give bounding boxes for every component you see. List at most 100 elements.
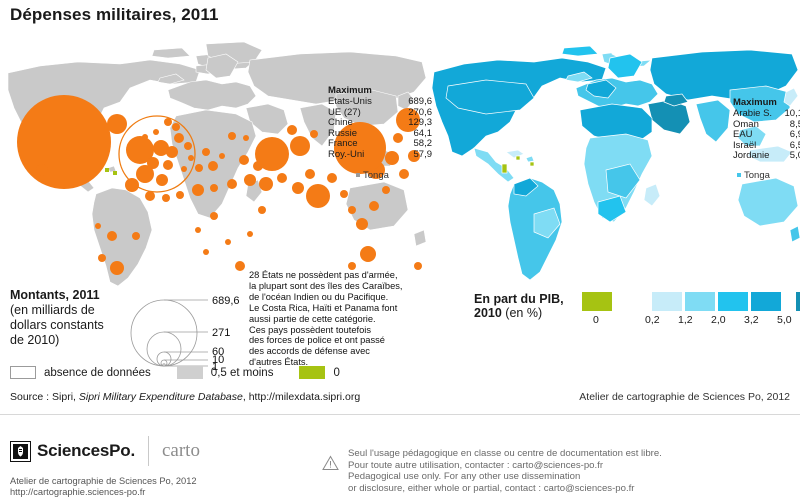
disclaimer-line: Seul l'usage pédagogique en classe ou ce…: [348, 448, 662, 459]
ramp-swatch-3: [718, 292, 748, 311]
tonga-marker-icon: [737, 173, 741, 178]
footer: SciencesPo. carto Atelier de cartographi…: [0, 418, 800, 501]
circle-legend-value: 271: [212, 327, 230, 339]
disclaimer-line: Pedagogical use only. For any other use …: [348, 471, 581, 483]
circle-legend-value: 689,6: [212, 295, 240, 307]
ramp-swatch-2: [685, 292, 715, 311]
ramp-label: 1,2: [678, 314, 693, 326]
note-line: Le Costa Rica, Haïti et Panama font: [249, 302, 398, 313]
ramp-label: 2,0: [711, 314, 726, 326]
note-line: aussi partie de cette catégorie.: [249, 313, 376, 324]
legend-key-label: 0,5 et moins: [210, 366, 274, 379]
ramp-label: 0: [593, 314, 599, 326]
maximum-row: Etats-Unis 689,6: [328, 96, 432, 108]
legend-heading: Montants, 2011: [10, 288, 100, 302]
world-map-choropleth-svg: [431, 39, 800, 281]
note-line: Ces pays possèdent toutefois: [249, 324, 371, 335]
source-url: , http://milexdata.sipri.org: [242, 391, 361, 403]
warning-triangle-icon: [322, 455, 339, 471]
ramp-label: 0,2: [645, 314, 660, 326]
footer-divider: [0, 414, 800, 415]
brand-carto: carto: [161, 440, 200, 461]
note-line: des accords de défense avec: [249, 346, 370, 357]
disclaimer: Seul l'usage pédagogique en classe ou ce…: [322, 448, 662, 494]
choropleth-layer: [431, 39, 800, 281]
legend-title-line2: 2010: [474, 306, 502, 320]
ramp-swatch-1: [652, 292, 682, 311]
circle-legend-svg: 689,6 271 60 10 1: [130, 295, 240, 373]
legend-title-line1: En part du PIB,: [474, 292, 564, 306]
note-line: des forces de police et ont passé: [249, 335, 385, 346]
legend-gdp-share: En part du PIB, 2010 (en %) 0 0,2 1,2 2,…: [474, 292, 800, 332]
tonga-marker-icon: [356, 173, 360, 178]
proportional-circles: [17, 95, 422, 275]
ramp-label: 3,2: [744, 314, 759, 326]
maximum-row: Chine 129,3: [328, 117, 432, 129]
ramp-swatch-4: [751, 292, 781, 311]
map-gdp-share: [430, 38, 800, 288]
circle-legend-value: 60: [212, 346, 224, 358]
legend-absolute: Montants, 2011 (en milliards de dollars …: [10, 288, 260, 348]
swatch-low: [176, 366, 203, 379]
legend-key-label: 0: [333, 366, 340, 379]
ramp-label: 5,0: [777, 314, 792, 326]
footer-meta: Atelier de cartographie de Sciences Po, …: [10, 476, 197, 498]
world-map-circles-svg: [7, 41, 427, 287]
source-credit: Atelier de cartographie de Sciences Po, …: [579, 391, 790, 403]
explanatory-note: 28 États ne possèdent pas d'armée, la pl…: [249, 270, 434, 368]
brand-lockup: SciencesPo. carto: [10, 436, 200, 466]
note-line: d'autres États.: [249, 357, 309, 368]
source-prefix: Source : Sipri,: [10, 391, 79, 403]
note-line: la plupart sont des îles des Caraïbes,: [249, 280, 403, 291]
eu-aggregate-circle: [118, 115, 196, 193]
maximum-heading: Maximum: [328, 85, 372, 96]
legend-key-low: 0,5 et moins: [176, 366, 274, 379]
maximum-row: Arabie S.10,1: [733, 108, 800, 120]
swatch-zero: [299, 366, 326, 379]
note-line: 28 États ne possèdent pas d'armée,: [249, 270, 398, 280]
note-line: de l'océan Indien ou du Pacifique.: [249, 291, 389, 302]
legend-color-ramp: 0 0,2 1,2 2,0 3,2 5,0 6,5 10,1: [582, 292, 800, 332]
legend-title: En part du PIB, 2010 (en %): [474, 292, 582, 320]
legend-subline: (en milliards de: [10, 303, 95, 317]
legend-category-keys: absence de données 0,5 et moins 0: [10, 366, 340, 379]
ramp-swatch-5: [796, 292, 800, 311]
tonga-callout-right: Tonga: [737, 170, 770, 181]
map-absolute-expenditure: [0, 38, 430, 288]
source-database: Sipri Military Expenditure Database: [78, 391, 243, 403]
page-title: Dépenses militaires, 2011: [10, 5, 219, 24]
legend-key-no-data: absence de données: [10, 366, 151, 379]
footer-meta-line: Atelier de cartographie de Sciences Po, …: [10, 476, 197, 486]
disclaimer-text: Seul l'usage pédagogique en classe ou ce…: [348, 448, 662, 494]
proportional-circle-legend: 689,6 271 60 10 1: [122, 270, 252, 373]
legend-subline: dollars constants: [10, 318, 104, 332]
circle-legend-value: 10: [212, 354, 224, 366]
ramp-swatch-zero: [582, 292, 612, 311]
brand-separator: [147, 436, 149, 466]
disclaimer-line: Pour toute autre utilisation, contacter …: [348, 459, 604, 471]
maximum-heading: Maximum: [733, 97, 777, 108]
circle-legend-value: 1: [212, 361, 218, 370]
brand-name: SciencesPo.: [37, 441, 135, 460]
legend-subline: de 2010): [10, 333, 60, 347]
maximum-table-absolute: Maximum Etats-Unis 689,6 UE (27) 270,6 Chi…: [328, 85, 432, 161]
swatch-no-data: [10, 366, 36, 379]
legend-title-unit: (en %): [505, 306, 543, 320]
maximum-row: Roy.-Uni 57,9: [328, 149, 432, 161]
sciences-po-crest-icon: [10, 440, 31, 462]
tonga-callout-left: Tonga: [356, 170, 389, 181]
maximum-row: Russie 64,1: [328, 127, 432, 139]
disclaimer-line: or disclosure, either whole or partial, …: [348, 482, 635, 494]
maximum-row: France 58,2: [328, 138, 432, 150]
legend-key-zero: 0: [299, 366, 340, 379]
source-line: Source : Sipri, Sipri Military Expenditu…: [10, 391, 360, 403]
footer-meta-url[interactable]: http://cartographie.sciences-po.fr: [10, 487, 146, 497]
legend-key-label: absence de données: [44, 366, 151, 379]
maximum-row: UE (27) 270,6: [328, 106, 432, 118]
